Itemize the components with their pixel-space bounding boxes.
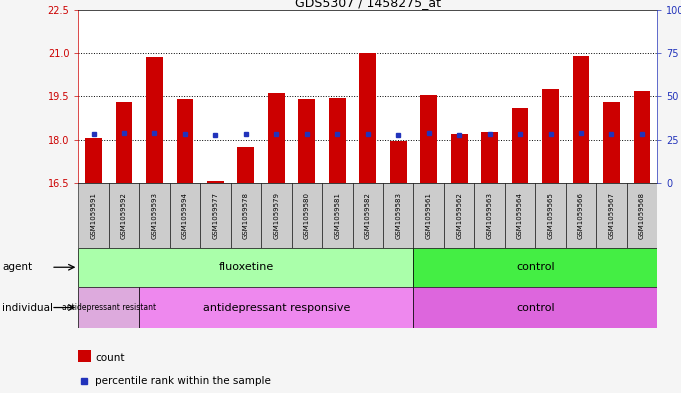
Text: GSM1059592: GSM1059592 [121, 192, 127, 239]
Bar [383, 183, 413, 248]
Bar [451, 134, 468, 183]
Title: GDS5307 / 1458275_at: GDS5307 / 1458275_at [295, 0, 441, 9]
Bar [200, 183, 231, 248]
Bar [566, 183, 597, 248]
Text: GSM1059591: GSM1059591 [91, 192, 97, 239]
Bar [78, 350, 91, 362]
Text: GSM1059564: GSM1059564 [517, 192, 523, 239]
Bar [535, 183, 566, 248]
Bar [329, 98, 346, 183]
Bar [291, 183, 322, 248]
Text: GSM1059568: GSM1059568 [639, 192, 645, 239]
Text: fluoxetine: fluoxetine [218, 262, 274, 272]
Text: individual: individual [2, 303, 53, 312]
Text: GSM1059561: GSM1059561 [426, 192, 432, 239]
Text: count: count [95, 353, 125, 363]
Text: control: control [516, 262, 554, 272]
Bar [511, 108, 528, 183]
Bar [85, 138, 102, 183]
Text: GSM1059593: GSM1059593 [151, 192, 157, 239]
Bar [481, 132, 498, 183]
Bar [298, 99, 315, 183]
Bar [238, 147, 254, 183]
Bar [170, 183, 200, 248]
Bar [444, 183, 475, 248]
Text: GSM1059565: GSM1059565 [548, 192, 554, 239]
Text: GSM1059580: GSM1059580 [304, 192, 310, 239]
Bar [475, 183, 505, 248]
Text: GSM1059562: GSM1059562 [456, 192, 462, 239]
Bar [413, 183, 444, 248]
Bar [627, 183, 657, 248]
Bar [322, 183, 353, 248]
Text: GSM1059566: GSM1059566 [578, 192, 584, 239]
Bar [413, 287, 657, 328]
Text: antidepressant responsive: antidepressant responsive [203, 303, 350, 312]
Text: control: control [516, 303, 554, 312]
Bar [139, 287, 413, 328]
Bar [413, 248, 657, 287]
Text: agent: agent [2, 262, 32, 272]
Bar [505, 183, 535, 248]
Bar [420, 95, 437, 183]
Bar [109, 183, 139, 248]
Text: GSM1059582: GSM1059582 [365, 192, 370, 239]
Bar [597, 183, 627, 248]
Text: GSM1059577: GSM1059577 [212, 192, 219, 239]
Bar [633, 90, 650, 183]
Bar [603, 102, 620, 183]
Bar [261, 183, 291, 248]
Bar [176, 99, 193, 183]
Bar [573, 56, 589, 183]
Text: GSM1059578: GSM1059578 [243, 192, 249, 239]
Bar [78, 248, 413, 287]
Text: GSM1059594: GSM1059594 [182, 192, 188, 239]
Bar [116, 102, 132, 183]
Bar [146, 57, 163, 183]
Bar [78, 287, 139, 328]
Text: GSM1059581: GSM1059581 [334, 192, 340, 239]
Text: GSM1059583: GSM1059583 [395, 192, 401, 239]
Bar [353, 183, 383, 248]
Bar [207, 181, 224, 183]
Text: GSM1059567: GSM1059567 [608, 192, 614, 239]
Bar [542, 89, 559, 183]
Text: GSM1059579: GSM1059579 [273, 192, 279, 239]
Bar [390, 141, 407, 183]
Bar [360, 53, 376, 183]
Bar [268, 94, 285, 183]
Text: percentile rank within the sample: percentile rank within the sample [95, 376, 271, 386]
Bar [78, 183, 109, 248]
Text: GSM1059563: GSM1059563 [487, 192, 492, 239]
Text: antidepressant resistant: antidepressant resistant [62, 303, 156, 312]
Bar [231, 183, 261, 248]
Bar [139, 183, 170, 248]
